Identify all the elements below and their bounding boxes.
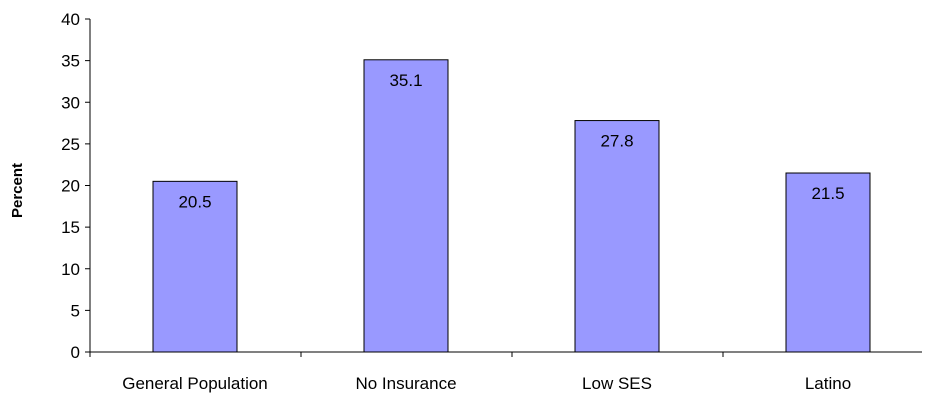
x-category-label: General Population <box>122 374 268 393</box>
y-axis-title: Percent <box>9 163 26 218</box>
y-tick-label: 5 <box>71 301 80 320</box>
bars-group: 20.5 35.1 27.8 21.5 <box>152 59 871 353</box>
x-category-label: No Insurance <box>355 374 456 393</box>
bar-data-label: 35.1 <box>389 71 422 90</box>
bar-data-label: 27.8 <box>600 132 633 151</box>
y-tick-label: 40 <box>61 10 80 29</box>
y-tick-label: 15 <box>61 218 80 237</box>
bar-data-label: 20.5 <box>178 192 211 211</box>
y-tick-label: 0 <box>71 343 80 362</box>
y-tick-label: 30 <box>61 93 80 112</box>
x-axis-ticks: General Population No Insurance Low SES Lat… <box>89 352 851 393</box>
y-axis-ticks: 0 5 10 15 20 25 30 35 40 <box>61 10 90 362</box>
x-category-label: Latino <box>805 374 851 393</box>
y-tick-label: 25 <box>61 135 80 154</box>
bar-data-label: 21.5 <box>811 184 844 203</box>
bar <box>363 59 449 353</box>
x-category-label: Low SES <box>582 374 652 393</box>
bar <box>574 120 660 353</box>
y-tick-label: 10 <box>61 260 80 279</box>
y-tick-label: 35 <box>61 52 80 71</box>
bar <box>152 180 238 353</box>
y-tick-label: 20 <box>61 177 80 196</box>
